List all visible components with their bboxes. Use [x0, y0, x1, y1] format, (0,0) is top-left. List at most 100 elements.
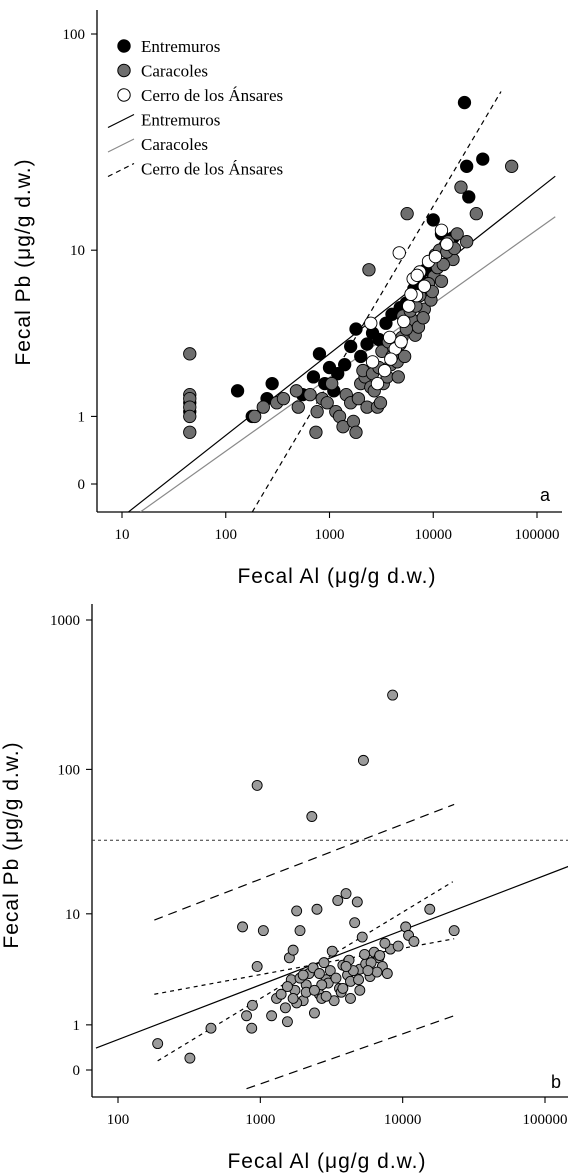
- data-point-caracoles: [460, 235, 474, 249]
- data-point-series: [356, 931, 368, 943]
- legend-line: [107, 138, 135, 153]
- legend-marker: [117, 88, 131, 102]
- data-point-cerro-de-los-nsares: [377, 363, 392, 378]
- x-ticks-b: 100 1000 10000 100000: [107, 1097, 568, 1128]
- legend-label: Cerro de los Ánsares: [141, 160, 283, 179]
- data-point-caracoles: [256, 400, 270, 414]
- data-point-series: [381, 968, 393, 979]
- data-point-series: [349, 917, 361, 929]
- panel-label-a: a: [540, 485, 551, 505]
- data-point-cerro-de-los-nsares: [404, 287, 418, 301]
- data-point-series: [237, 921, 249, 933]
- data-point-cerro-de-los-nsares: [428, 249, 443, 264]
- chart-panel-a: 0 1 10 100 10 100 1000 10000 100000 Entremuros C…: [12, 10, 562, 588]
- data-point-caracoles: [248, 409, 262, 424]
- data-point-series: [311, 903, 323, 915]
- data-point-series: [326, 945, 338, 957]
- data-point-series: [241, 1010, 252, 1022]
- x-tick-label: 1000: [245, 1112, 275, 1128]
- data-point-series: [251, 961, 263, 972]
- fit-line-1: [127, 175, 556, 512]
- data-point-entremuros: [354, 349, 368, 364]
- legend-label: Entremuros: [141, 111, 220, 130]
- x-tick-label: 10: [115, 527, 130, 543]
- legend-marker: [117, 63, 131, 78]
- data-point-series: [408, 935, 420, 947]
- data-point-caracoles: [349, 425, 363, 439]
- data-point-caracoles: [336, 420, 350, 434]
- data-point-series: [257, 925, 269, 937]
- data-point-cerro-de-los-nsares: [402, 299, 416, 313]
- data-point-series: [340, 961, 352, 972]
- data-point-series: [152, 1038, 164, 1050]
- data-point-series: [246, 1022, 258, 1034]
- data-point-entremuros: [338, 358, 352, 372]
- y-tick-label: 100: [58, 762, 81, 778]
- data-point-series: [362, 965, 374, 977]
- x-tick-label: 100000: [515, 527, 560, 543]
- data-point-cerro-de-los-nsares: [410, 268, 424, 282]
- data-point-series: [205, 1022, 217, 1034]
- y-tick-label: 10: [70, 243, 85, 259]
- data-point-caracoles: [416, 311, 430, 325]
- data-point-caracoles: [346, 414, 361, 429]
- data-point-cerro-de-los-nsares: [370, 376, 385, 391]
- y-tick-label: 1000: [50, 613, 80, 629]
- legend-a: Entremuros Caracoles Cerro de los Ánsares E…: [107, 37, 283, 179]
- data-point-caracoles: [434, 274, 449, 288]
- fit-line-1: [95, 865, 568, 1049]
- data-point-series: [359, 948, 371, 960]
- x-axis-label-a: Fecal Al (μg/g d.w.): [237, 565, 436, 588]
- data-point-cerro-de-los-nsares: [440, 237, 454, 251]
- legend-line: [107, 162, 135, 178]
- y-tick-label: 100: [63, 27, 86, 43]
- data-point-entremuros: [426, 213, 440, 227]
- data-point-series: [287, 992, 299, 1004]
- data-point-series: [320, 990, 332, 1002]
- data-point-series: [448, 925, 460, 937]
- data-point-caracoles: [351, 391, 366, 406]
- data-point-caracoles: [291, 400, 305, 414]
- data-point-entremuros: [462, 190, 476, 204]
- data-point-caracoles: [310, 405, 324, 419]
- x-tick-label: 100: [215, 527, 238, 543]
- y-tick-label: 1: [78, 409, 86, 425]
- data-point-entremuros: [230, 384, 245, 398]
- data-point-caracoles: [303, 388, 317, 402]
- data-point-cerro-de-los-nsares: [434, 223, 449, 237]
- data-point-series: [354, 984, 366, 996]
- data-point-series: [351, 896, 363, 908]
- fit-line-3: [154, 938, 455, 995]
- data-point-entremuros: [360, 337, 374, 351]
- data-point-cerro-de-los-nsares: [383, 330, 397, 344]
- data-point-series: [345, 992, 356, 1004]
- data-point-series: [340, 888, 352, 900]
- data-point-series: [324, 965, 336, 977]
- data-point-entremuros: [349, 322, 363, 336]
- data-point-series: [287, 944, 299, 956]
- data-point-series: [337, 982, 349, 994]
- data-point-caracoles: [454, 180, 468, 194]
- data-point-series: [357, 754, 369, 766]
- data-point-cerro-de-los-nsares: [394, 335, 408, 349]
- data-point-series: [318, 957, 330, 969]
- data-point-series: [313, 968, 325, 979]
- data-point-series: [392, 940, 404, 952]
- data-point-caracoles: [469, 207, 483, 221]
- data-point-caracoles: [450, 227, 464, 241]
- points-a: [183, 95, 519, 439]
- data-point-caracoles: [183, 347, 197, 361]
- data-point-series: [279, 1002, 291, 1014]
- data-point-series: [309, 984, 320, 996]
- data-point-entremuros: [265, 376, 279, 391]
- y-tick-label: 0: [78, 477, 86, 493]
- data-point-caracoles: [325, 376, 339, 391]
- chart-panel-b: 0 1 10 100 1000 100 1000 10000 100000 b Fecal A…: [0, 604, 568, 1173]
- legend-label: Caracoles: [141, 62, 208, 81]
- data-point-series: [353, 974, 365, 986]
- data-point-series: [387, 689, 399, 701]
- data-point-cerro-de-los-nsares: [365, 355, 380, 369]
- x-tick-label: 100000: [523, 1112, 568, 1128]
- data-point-series: [294, 925, 306, 937]
